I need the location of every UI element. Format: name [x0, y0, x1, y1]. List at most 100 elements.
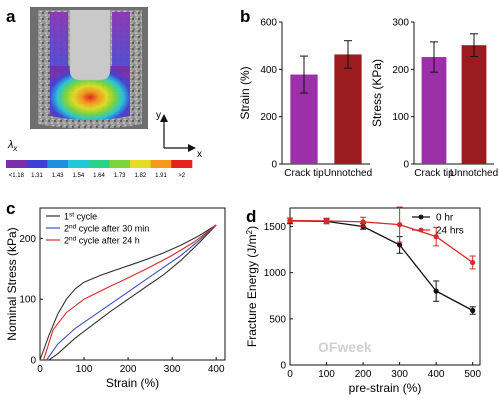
- axis-label-y: y: [156, 110, 161, 121]
- x-tick-label: 100: [76, 364, 93, 375]
- data-point: [397, 242, 403, 248]
- legend-label-text: cycle: [74, 212, 97, 222]
- chart-fracture-energy: 0 100 200 300 400 500 0 500 1000 1500 0 hr 24 hrs pr…: [245, 206, 481, 395]
- colorbar-ticks: <1.18 1.31 1.43 1.54 1.64 1.73 1.82 1.91 >2: [9, 173, 186, 179]
- y-tick-label: 1500: [264, 222, 287, 233]
- panel-d-label: d: [246, 207, 256, 226]
- y-tick-label: 600: [260, 18, 277, 29]
- legend-label-number: 1: [64, 212, 69, 222]
- data-point: [360, 219, 366, 225]
- colorbar-subscript: x: [12, 144, 18, 153]
- bar: [461, 45, 487, 165]
- colorbar-tick-label: 1.64: [93, 173, 105, 179]
- data-point: [323, 218, 330, 224]
- plot-frame: [289, 207, 481, 366]
- x-tick-label: 300: [164, 364, 181, 375]
- y-axis-label: Strain (%): [238, 66, 252, 119]
- data-point: [433, 288, 439, 294]
- legend-label-superscript: nd: [69, 224, 77, 231]
- x-tick-label: 0: [287, 369, 293, 380]
- colorbar-swatch: [68, 160, 89, 168]
- y-tick-label: 0: [30, 356, 36, 367]
- data-point: [470, 307, 476, 314]
- strain-map-right-arm: [112, 12, 130, 72]
- data-point: [397, 222, 403, 228]
- category-label: Crack tip: [284, 168, 324, 179]
- panel-c: c 0 100 200 300 400 0 100 200 1st cycle 2nd cycle…: [5, 199, 226, 390]
- legend-label: 24 hrs: [436, 226, 464, 237]
- x-tick-label: 100: [318, 369, 335, 380]
- bar: [334, 54, 362, 164]
- colorbar-swatch: [171, 160, 193, 168]
- colorbar-swatch: [150, 160, 172, 168]
- x-tick-label: 200: [355, 369, 372, 380]
- colorbar-swatches: [6, 160, 193, 168]
- y-tick-label: 300: [392, 18, 409, 29]
- colorbar-swatch: [109, 160, 131, 168]
- y-axis-label: Stress (KPa): [370, 59, 384, 127]
- legend-label-number: 2: [64, 224, 69, 234]
- data-point: [470, 259, 476, 266]
- panel-a-label: a: [6, 7, 16, 26]
- chart-stress-strain: 0 100 200 300 400 0 100 200 1st cycle 2nd cycle a…: [5, 207, 226, 390]
- colorbar-swatch: [47, 160, 69, 168]
- x-tick-label: 400: [208, 364, 225, 375]
- legend-label: 1st cycle: [64, 212, 97, 222]
- data-point: [287, 217, 293, 224]
- colorbar-symbol: λ: [7, 139, 13, 151]
- colorbar-swatch: [6, 160, 27, 168]
- legend-label-text: cycle after 24 h: [76, 236, 140, 246]
- chart-strain-bars: 0 200 400 600 Crack tip Unnotched Strain (%): [238, 18, 372, 180]
- data-point: [433, 234, 439, 240]
- colorbar-tick-label: <1.18: [9, 173, 25, 179]
- axis-label-x: x: [197, 149, 202, 160]
- y-axis-label-superscript: 2: [245, 229, 254, 234]
- colorbar-tick-label: 1.43: [52, 173, 64, 179]
- y-tick-label: 200: [392, 65, 409, 76]
- panel-c-label: c: [6, 199, 15, 218]
- y-tick-label: 400: [260, 65, 277, 76]
- colorbar-swatch: [26, 160, 48, 168]
- series-line: [289, 219, 474, 264]
- legend-label: 2nd cycle after 24 h: [64, 236, 140, 246]
- panel-a: a y x λx <1.18 1.31 1.43 1.54 1.64 1.73 1.82 1.…: [6, 7, 202, 179]
- panel-d: d 0 100 200 300 400 500 0 500 1000 1500 0 hr 24 hrs…: [245, 206, 481, 395]
- y-tick-label: 1000: [264, 268, 287, 279]
- colorbar-swatch: [130, 160, 151, 168]
- legend-label-superscript: nd: [69, 236, 77, 243]
- y-axis-label-main: Fracture Energy (J/m: [245, 234, 259, 347]
- colorbar-tick-label: 1.54: [72, 173, 84, 179]
- legend-label: 2nd cycle after 30 min: [64, 224, 149, 234]
- colorbar-title: λx: [7, 139, 18, 153]
- axis-indicator: y x: [156, 110, 202, 160]
- x-tick-label: 200: [120, 364, 137, 375]
- y-tick-label: 500: [269, 314, 286, 325]
- category-label: Crack tip: [414, 168, 454, 179]
- x-tick-label: 0: [37, 364, 43, 375]
- series-line: [39, 224, 217, 361]
- legend-marker: [418, 227, 424, 233]
- plot-frame: [39, 207, 226, 361]
- legend-label: 0 hr: [436, 213, 454, 224]
- strain-map-crack-region: [50, 66, 130, 120]
- series-line: [46, 224, 217, 361]
- y-axis-label: Nominal Stress (kPa): [5, 227, 19, 340]
- y-tick-label: 0: [271, 160, 277, 171]
- watermark: OFweek: [318, 339, 372, 355]
- colorbar-swatch: [88, 160, 110, 168]
- panel-b-label: b: [240, 7, 250, 26]
- legend-label-number: 2: [64, 236, 69, 246]
- series-line: [42, 224, 217, 361]
- legend-marker: [418, 214, 424, 220]
- y-tick-label: 0: [403, 160, 409, 171]
- colorbar-tick-label: 1.73: [114, 173, 126, 179]
- x-tick-label: 500: [464, 369, 481, 380]
- y-tick-label: 100: [19, 295, 36, 306]
- colorbar-tick-label: 1.82: [134, 173, 146, 179]
- strain-map-left-arm: [50, 12, 68, 72]
- y-axis-label: Fracture Energy (J/m2): [245, 226, 259, 347]
- x-tick-label: 400: [428, 369, 445, 380]
